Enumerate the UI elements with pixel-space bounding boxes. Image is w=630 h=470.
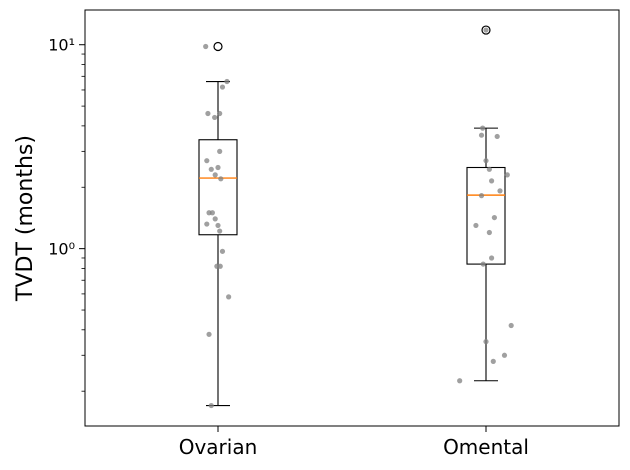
data-point [501,352,508,358]
data-point [508,322,514,329]
data-point [212,114,218,121]
data-point [206,331,212,337]
points-layer [203,27,514,409]
data-point [219,84,226,90]
data-point [226,294,232,300]
y-axis: 10⁰ 10¹ [48,36,85,392]
data-point [203,43,209,50]
data-point [208,402,214,409]
data-point [457,378,463,384]
data-point [204,221,210,227]
data-point [480,261,486,267]
data-point [491,214,497,221]
data-point [478,193,485,199]
data-point [486,229,492,236]
data-point [224,78,230,85]
data-point [205,110,211,117]
data-point [212,172,218,178]
data-point [480,125,486,131]
data-point [490,358,496,364]
data-point [483,27,489,33]
y-tick-label: 10¹ [48,36,75,55]
x-axis: Ovarian Omental [179,426,529,459]
x-tick-label: Omental [443,435,529,459]
data-point [483,158,489,164]
data-point [217,148,223,154]
data-point [212,216,218,222]
box-iqr [198,139,238,236]
outlier-marker [481,25,491,35]
data-point [497,188,503,194]
box-iqr [466,166,506,265]
plot-frame [84,9,620,427]
data-point [215,222,221,229]
data-point [473,222,479,229]
data-point [494,133,500,140]
y-tick-label: 10⁰ [48,240,75,259]
x-tick-label: Ovarian [179,435,258,459]
boxes-layer [198,25,506,407]
y-axis-label: TVDT (months) [13,135,38,302]
data-point [217,110,223,117]
data-point [219,248,226,254]
data-point [486,166,492,172]
outlier-marker [213,41,223,52]
data-point [489,255,495,261]
data-point [217,263,223,269]
data-point [217,228,223,234]
data-point [478,132,485,138]
data-point [483,339,489,345]
data-point [504,172,510,178]
data-point [218,176,224,182]
data-point [208,166,214,172]
data-point [489,178,495,184]
data-point [209,210,215,216]
data-point [215,164,221,171]
data-point [204,158,210,164]
